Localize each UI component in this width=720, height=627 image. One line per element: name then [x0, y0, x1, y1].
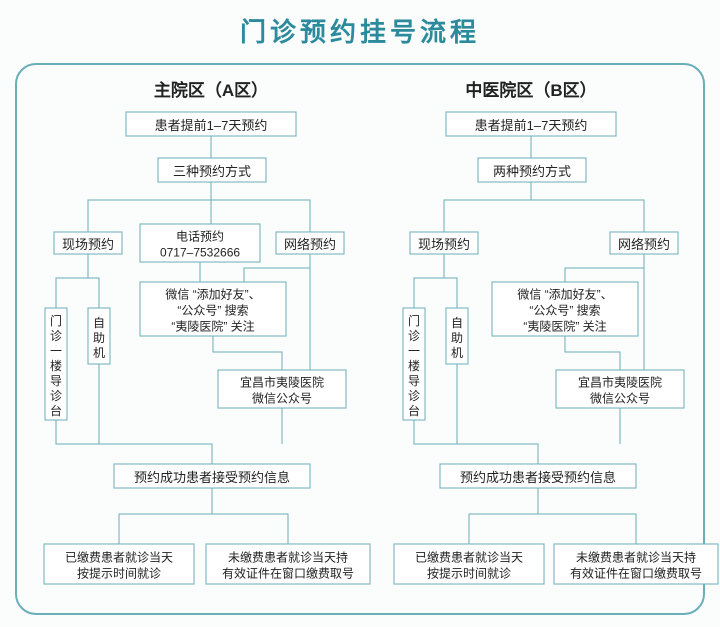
node-label: 按提示时间就诊 [77, 566, 161, 581]
node-b_paid: 已缴费患者就诊当天按提示时间就诊 [394, 544, 544, 584]
flow-edge [119, 488, 212, 544]
node-label: “公众号” 搜索 [529, 303, 600, 318]
node-label: 楼 [50, 358, 62, 373]
flow-edge [213, 336, 282, 370]
node-label: 台 [408, 403, 420, 418]
node-label: 诊 [50, 389, 62, 403]
node-label: 两种预约方式 [493, 164, 571, 179]
node-label: 导 [408, 374, 420, 388]
node-label: 按提示时间就诊 [427, 566, 511, 581]
node-b_gzh: 宜昌市夷陵医院微信公众号 [556, 370, 684, 408]
flow-edge [444, 182, 531, 232]
flowchart: 门诊预约挂号流程 主院区（A区） 中医院区（B区） 患者提前1–7天预约三种预约… [0, 0, 720, 627]
node-b_advance: 患者提前1–7天预约 [446, 112, 616, 136]
node-label: 患者提前1–7天预约 [475, 118, 588, 133]
node-label: 诊 [50, 329, 62, 343]
node-a_paid: 已缴费患者就诊当天按提示时间就诊 [44, 544, 194, 584]
node-b_unpaid: 未缴费患者就诊当天持有效证件在窗口缴费取号 [554, 544, 718, 584]
flow-edge [531, 182, 644, 232]
node-label: 宜昌市夷陵医院 [240, 375, 324, 390]
flow-edge [88, 254, 99, 308]
node-label: 现场预约 [418, 237, 470, 252]
node-label: 宜昌市夷陵医院 [578, 375, 662, 390]
node-label: 现场预约 [62, 237, 114, 252]
node-label: 助 [451, 331, 463, 345]
node-label: 微信 “添加好友”、 [165, 288, 260, 302]
node-label: 患者提前1–7天预约 [155, 118, 268, 133]
node-label: 机 [451, 346, 463, 360]
node-a_unpaid: 未缴费患者就诊当天持有效证件在窗口缴费取号 [206, 544, 370, 584]
node-label: 微信公众号 [252, 392, 312, 406]
node-label: 已缴费患者就诊当天 [65, 550, 173, 565]
node-label: 一 [408, 344, 420, 358]
node-label: 诊 [408, 389, 420, 403]
node-label: 微信 “添加好友”、 [517, 288, 612, 302]
node-label: 已缴费患者就诊当天 [415, 550, 523, 565]
node-b_guide: 门诊一楼导诊台 [403, 308, 425, 420]
node-a_success: 预约成功患者接受预约信息 [114, 464, 310, 488]
node-label: 自 [451, 316, 463, 330]
node-label: 电话预约 [176, 229, 224, 244]
node-a_advance: 患者提前1–7天预约 [126, 112, 296, 136]
node-label: 预约成功患者接受预约信息 [460, 470, 616, 485]
node-label: 未缴费患者就诊当天持 [228, 550, 348, 565]
node-label: 三种预约方式 [173, 164, 251, 179]
node-label: 有效证件在窗口缴费取号 [570, 566, 702, 581]
node-label: 一 [50, 344, 62, 358]
node-label: 0717–7532666 [160, 246, 240, 260]
flow-edge [414, 254, 444, 308]
node-a_guide: 门诊一楼导诊台 [45, 308, 67, 420]
node-b_net: 网络预约 [610, 232, 678, 254]
flow-edge [565, 254, 644, 282]
node-label: “夷陵医院” 关注 [171, 319, 254, 334]
flow-edge [565, 336, 620, 370]
node-b_methods: 两种预约方式 [478, 158, 586, 182]
node-label: 诊 [408, 329, 420, 343]
flow-edge [414, 420, 538, 464]
node-label: 机 [93, 346, 105, 360]
node-label: 网络预约 [618, 237, 670, 252]
node-a_gzh: 宜昌市夷陵医院微信公众号 [218, 370, 346, 408]
flow-edge [56, 254, 88, 308]
node-b_wechat: 微信 “添加好友”、“公众号” 搜索“夷陵医院” 关注 [492, 282, 638, 336]
node-label: 门 [408, 313, 420, 328]
node-a_methods: 三种预约方式 [158, 158, 266, 182]
node-a_kiosk: 自助机 [88, 308, 110, 364]
flow-nodes: 患者提前1–7天预约三种预约方式现场预约电话预约0717–7532666网络预约… [44, 112, 718, 584]
node-label: 楼 [408, 358, 420, 373]
node-a_phone: 电话预约 0717–7532666 [140, 224, 260, 262]
page-title: 门诊预约挂号流程 [240, 17, 480, 47]
node-a_onsite: 现场预约 [54, 232, 122, 254]
node-label: 未缴费患者就诊当天持 [576, 550, 696, 565]
node-label: 自 [93, 316, 105, 330]
node-label: “公众号” 搜索 [177, 303, 248, 318]
node-a_net: 网络预约 [276, 232, 344, 254]
node-a_wechat: 微信 “添加好友”、“公众号” 搜索“夷陵医院” 关注 [140, 282, 286, 336]
node-label: 微信公众号 [590, 392, 650, 406]
section-a-title: 主院区（A区） [154, 80, 268, 100]
node-b_success: 预约成功患者接受预约信息 [440, 464, 636, 488]
flow-edge [469, 488, 538, 544]
node-label: 台 [50, 403, 62, 418]
flow-edge [212, 488, 288, 544]
section-b-title: 中医院区（B区） [465, 80, 596, 100]
node-label: 预约成功患者接受预约信息 [134, 470, 290, 485]
node-label: 导 [50, 374, 62, 388]
node-label: 门 [50, 313, 62, 328]
flow-edge [56, 420, 212, 464]
node-label: 助 [93, 331, 105, 345]
node-b_kiosk: 自助机 [446, 308, 468, 364]
flow-edge [444, 254, 457, 308]
node-b_onsite: 现场预约 [410, 232, 478, 254]
flow-edge [538, 488, 636, 544]
node-label: “夷陵医院” 关注 [523, 319, 606, 334]
node-label: 网络预约 [284, 237, 336, 252]
node-label: 有效证件在窗口缴费取号 [222, 566, 354, 581]
